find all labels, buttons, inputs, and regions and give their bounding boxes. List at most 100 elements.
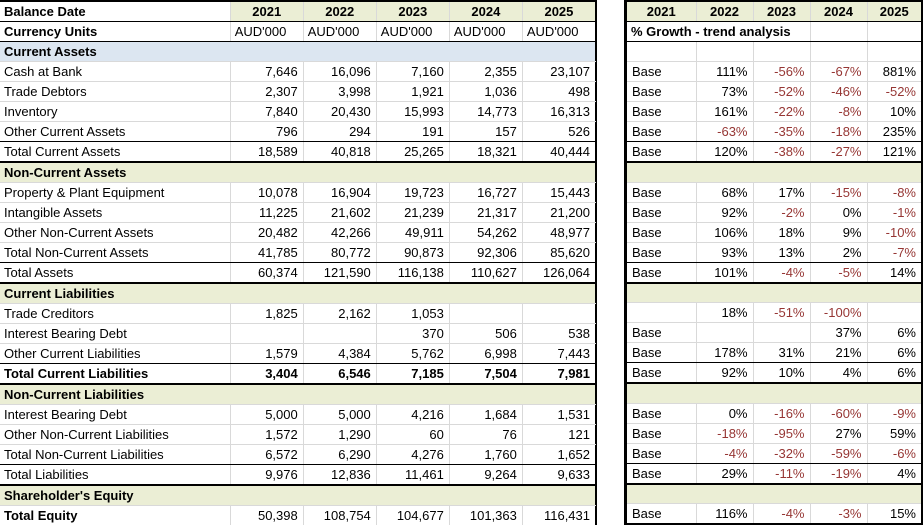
value-cell[interactable]: 7,840 [229, 101, 304, 122]
value-cell[interactable]: 18,589 [229, 141, 304, 163]
value-cell[interactable]: 16,096 [302, 61, 377, 82]
growth-cell[interactable]: 13% [752, 241, 810, 263]
value-cell[interactable]: 506 [448, 323, 523, 344]
row-label-cell[interactable]: Cash at Bank [0, 61, 231, 82]
row-label-cell[interactable]: Total Liabilities [0, 464, 231, 486]
value-cell[interactable]: 11,461 [375, 464, 450, 486]
value-cell[interactable]: 41,785 [229, 242, 304, 263]
growth-cell[interactable]: -5% [809, 261, 867, 284]
section-header-cell[interactable]: Shareholder's Equity [0, 484, 596, 506]
growth-cell[interactable]: Base [627, 201, 696, 222]
growth-cell[interactable]: 235% [866, 121, 922, 142]
empty-cell[interactable] [866, 21, 922, 42]
value-cell[interactable]: 538 [521, 323, 596, 344]
value-cell[interactable]: 11,225 [229, 202, 304, 223]
row-label-cell[interactable]: Total Equity [0, 505, 231, 525]
growth-cell[interactable]: -35% [752, 121, 810, 142]
growth-cell[interactable]: -6% [866, 442, 922, 464]
value-cell[interactable]: 1,572 [229, 424, 304, 445]
value-cell[interactable]: 23,107 [521, 61, 596, 82]
growth-cell[interactable]: -18% [695, 422, 753, 443]
row-label-cell[interactable]: Trade Debtors [0, 81, 231, 102]
growth-cell[interactable]: 17% [752, 181, 810, 202]
growth-cell[interactable]: 59% [866, 422, 922, 443]
growth-cell[interactable]: -4% [752, 261, 810, 284]
value-cell[interactable]: 21,602 [302, 202, 377, 223]
growth-cell[interactable]: -52% [866, 81, 922, 102]
value-cell[interactable]: 7,981 [521, 363, 596, 385]
value-cell[interactable]: 18,321 [448, 141, 523, 163]
growth-cell[interactable]: -4% [695, 442, 753, 464]
growth-cell[interactable]: 161% [695, 101, 753, 122]
growth-cell[interactable]: 6% [866, 342, 922, 363]
growth-cell[interactable]: 2% [809, 241, 867, 263]
growth-cell[interactable]: 0% [809, 201, 867, 222]
growth-cell[interactable]: -15% [809, 181, 867, 202]
growth-cell[interactable]: -11% [752, 462, 810, 485]
empty-cell[interactable] [627, 41, 696, 62]
empty-cell[interactable] [752, 41, 810, 62]
growth-subtitle[interactable]: % Growth - trend analysis [627, 21, 810, 42]
growth-cell[interactable]: 29% [695, 462, 753, 485]
growth-cell[interactable]: 101% [695, 261, 753, 284]
growth-cell[interactable]: Base [627, 442, 696, 464]
value-cell[interactable]: 1,760 [448, 444, 523, 465]
growth-cell[interactable]: -46% [809, 81, 867, 102]
growth-cell[interactable]: -56% [752, 61, 810, 82]
currency-unit-cell[interactable]: AUD'000 [521, 21, 596, 42]
empty-cell[interactable] [809, 41, 867, 62]
value-cell[interactable]: 101,363 [448, 505, 523, 525]
growth-cell[interactable]: -32% [752, 442, 810, 464]
section-band-cell[interactable] [627, 161, 922, 182]
value-cell[interactable]: 1,036 [448, 81, 523, 102]
row-label-cell[interactable]: Total Non-Current Assets [0, 242, 231, 263]
growth-cell[interactable]: -8% [809, 101, 867, 122]
growth-cell[interactable]: -1% [866, 201, 922, 222]
growth-cell[interactable]: Base [627, 362, 696, 384]
growth-cell[interactable]: Base [627, 462, 696, 485]
value-cell[interactable]: 498 [521, 81, 596, 102]
empty-cell[interactable] [866, 41, 922, 62]
growth-cell[interactable]: Base [627, 61, 696, 82]
value-cell[interactable]: 15,443 [521, 182, 596, 203]
growth-cell[interactable]: Base [627, 141, 696, 163]
value-cell[interactable]: 20,482 [229, 222, 304, 243]
growth-cell[interactable]: -52% [752, 81, 810, 102]
row-label-cell[interactable]: Total Assets [0, 262, 231, 284]
value-cell[interactable]: 49,911 [375, 222, 450, 243]
growth-cell[interactable]: -7% [866, 241, 922, 263]
value-cell[interactable]: 19,723 [375, 182, 450, 203]
balance-date-label[interactable]: Balance Date [0, 1, 231, 22]
growth-cell[interactable]: Base [627, 422, 696, 443]
value-cell[interactable]: 1,825 [229, 303, 304, 324]
growth-cell[interactable]: 68% [695, 181, 753, 202]
value-cell[interactable]: 4,276 [375, 444, 450, 465]
currency-units-label[interactable]: Currency Units [0, 21, 231, 42]
value-cell[interactable]: 3,998 [302, 81, 377, 102]
value-cell[interactable]: 16,313 [521, 101, 596, 122]
value-cell[interactable]: 9,976 [229, 464, 304, 486]
year-header-cell[interactable]: 2024 [448, 1, 523, 22]
row-label-cell[interactable]: Interest Bearing Debt [0, 323, 231, 344]
row-label-cell[interactable]: Property & Plant Equipment [0, 182, 231, 203]
growth-cell[interactable]: Base [627, 81, 696, 102]
growth-cell[interactable]: Base [627, 101, 696, 122]
value-cell[interactable]: 2,307 [229, 81, 304, 102]
growth-cell[interactable]: 14% [866, 261, 922, 284]
growth-cell[interactable]: -18% [809, 121, 867, 142]
growth-cell[interactable]: -8% [866, 181, 922, 202]
year-header-cell[interactable]: 2025 [521, 1, 596, 22]
section-band-cell[interactable] [627, 483, 922, 504]
row-label-cell[interactable]: Total Non-Current Liabilities [0, 444, 231, 465]
growth-cell[interactable]: 4% [809, 362, 867, 384]
growth-cell[interactable]: 93% [695, 241, 753, 263]
value-cell[interactable]: 526 [521, 121, 596, 142]
growth-cell[interactable]: -3% [809, 503, 867, 525]
row-label-cell[interactable]: Interest Bearing Debt [0, 404, 231, 425]
growth-cell[interactable]: -2% [752, 201, 810, 222]
value-cell[interactable]: 76 [448, 424, 523, 445]
value-cell[interactable]: 54,262 [448, 222, 523, 243]
year-header-cell[interactable]: 2024 [809, 1, 867, 22]
growth-cell[interactable]: 31% [752, 342, 810, 363]
value-cell[interactable]: 121,590 [302, 262, 377, 284]
